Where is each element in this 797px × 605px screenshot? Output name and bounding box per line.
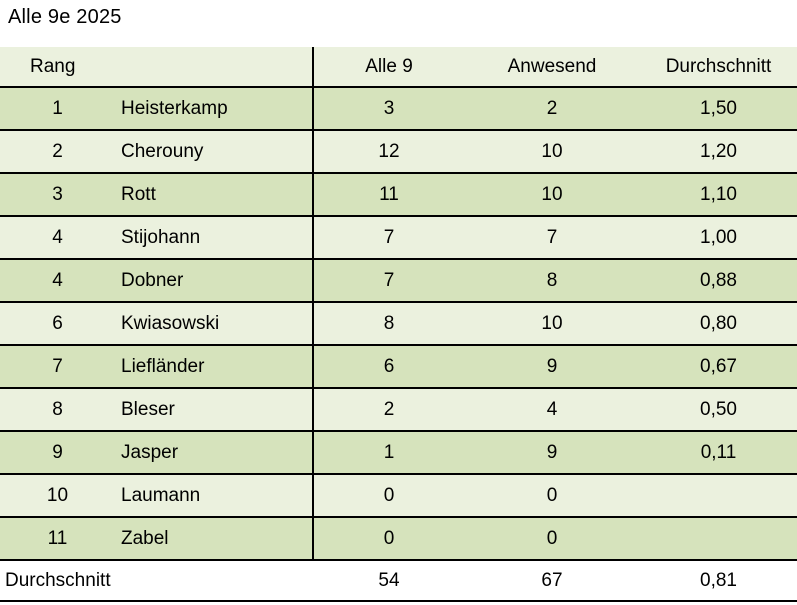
- footer-alle9: 54: [378, 569, 400, 591]
- table-row: 8 Bleser 2 4 0,50: [0, 389, 797, 432]
- cell-anwesend: 8: [546, 269, 558, 291]
- table-row: 4 Stijohann 7 7 1,00: [0, 217, 797, 260]
- cell-name: Kwiasowski: [115, 303, 314, 344]
- table-row: 4 Dobner 7 8 0,88: [0, 260, 797, 303]
- cell-alle9: 12: [378, 140, 400, 162]
- table-row: 9 Jasper 1 9 0,11: [0, 432, 797, 475]
- cell-name: Liefländer: [115, 346, 314, 387]
- table-footer-row: Durchschnitt 54 67 0,81: [0, 561, 797, 602]
- cell-durchschnitt: [640, 475, 797, 516]
- cell-durchschnitt: 1,50: [700, 97, 737, 119]
- table-row: 1 Heisterkamp 3 2 1,50: [0, 88, 797, 131]
- table-row: 6 Kwiasowski 8 10 0,80: [0, 303, 797, 346]
- cell-alle9: 11: [379, 183, 399, 205]
- cell-durchschnitt: 0,88: [700, 269, 737, 291]
- cell-anwesend: 0: [546, 484, 558, 506]
- cell-rank: 1: [52, 97, 63, 119]
- cell-durchschnitt: [640, 518, 797, 559]
- table-row: 10 Laumann 0 0: [0, 475, 797, 518]
- table-header-row: Rang Alle 9 Anwesend Durchschnitt: [0, 47, 797, 88]
- header-alle9: Alle 9: [365, 55, 413, 77]
- cell-anwesend: 10: [541, 183, 563, 205]
- cell-rank: 11: [47, 527, 68, 549]
- footer-anwesend: 67: [541, 569, 563, 591]
- ranking-table: Rang Alle 9 Anwesend Durchschnitt 1 Heis…: [0, 47, 797, 602]
- cell-durchschnitt: 0,50: [700, 398, 737, 420]
- header-anwesend: Anwesend: [507, 55, 597, 77]
- cell-anwesend: 2: [546, 97, 558, 119]
- cell-anwesend: 4: [546, 398, 558, 420]
- table-row: 7 Liefländer 6 9 0,67: [0, 346, 797, 389]
- header-name-spacer: [115, 47, 314, 86]
- cell-durchschnitt: 1,20: [700, 140, 737, 162]
- cell-anwesend: 9: [546, 355, 558, 377]
- cell-name: Zabel: [115, 518, 314, 559]
- table-row: 2 Cherouny 12 10 1,20: [0, 131, 797, 174]
- cell-alle9: 2: [383, 398, 395, 420]
- cell-rank: 2: [52, 140, 63, 162]
- cell-name: Rott: [115, 174, 314, 215]
- cell-alle9: 8: [383, 312, 395, 334]
- cell-anwesend: 9: [546, 441, 558, 463]
- cell-name: Dobner: [115, 260, 314, 301]
- cell-alle9: 0: [383, 484, 395, 506]
- cell-anwesend: 10: [541, 312, 563, 334]
- cell-durchschnitt: 0,80: [700, 312, 737, 334]
- cell-rank: 7: [52, 355, 63, 377]
- table-row: 3 Rott 11 10 1,10: [0, 174, 797, 217]
- header-durchschnitt: Durchschnitt: [665, 55, 772, 77]
- cell-rank: 8: [52, 398, 63, 420]
- footer-label: Durchschnitt: [5, 569, 111, 591]
- cell-name: Jasper: [115, 432, 314, 473]
- cell-rank: 4: [52, 226, 63, 248]
- cell-anwesend: 10: [541, 140, 563, 162]
- cell-rank: 9: [52, 441, 63, 463]
- cell-alle9: 6: [383, 355, 395, 377]
- page-title: Alle 9e 2025: [8, 6, 122, 28]
- footer-durchschnitt: 0,81: [700, 569, 737, 591]
- cell-name: Cherouny: [115, 131, 314, 172]
- cell-alle9: 3: [383, 97, 395, 119]
- cell-anwesend: 7: [546, 226, 558, 248]
- cell-rank: 3: [52, 183, 63, 205]
- table-row: 11 Zabel 0 0: [0, 518, 797, 561]
- header-rang: Rang: [30, 55, 76, 77]
- cell-alle9: 1: [383, 441, 395, 463]
- cell-name: Stijohann: [115, 217, 314, 258]
- cell-rank: 4: [52, 269, 63, 291]
- cell-durchschnitt: 1,00: [700, 226, 737, 248]
- cell-rank: 6: [52, 312, 63, 334]
- cell-durchschnitt: 0,67: [700, 355, 737, 377]
- cell-durchschnitt: 0,11: [700, 441, 737, 463]
- cell-rank: 10: [46, 484, 69, 506]
- cell-alle9: 0: [383, 527, 395, 549]
- cell-name: Laumann: [115, 475, 314, 516]
- cell-durchschnitt: 1,10: [700, 183, 737, 205]
- cell-name: Bleser: [115, 389, 314, 430]
- cell-anwesend: 0: [546, 527, 558, 549]
- cell-alle9: 7: [383, 269, 395, 291]
- cell-alle9: 7: [383, 226, 395, 248]
- cell-name: Heisterkamp: [115, 88, 314, 129]
